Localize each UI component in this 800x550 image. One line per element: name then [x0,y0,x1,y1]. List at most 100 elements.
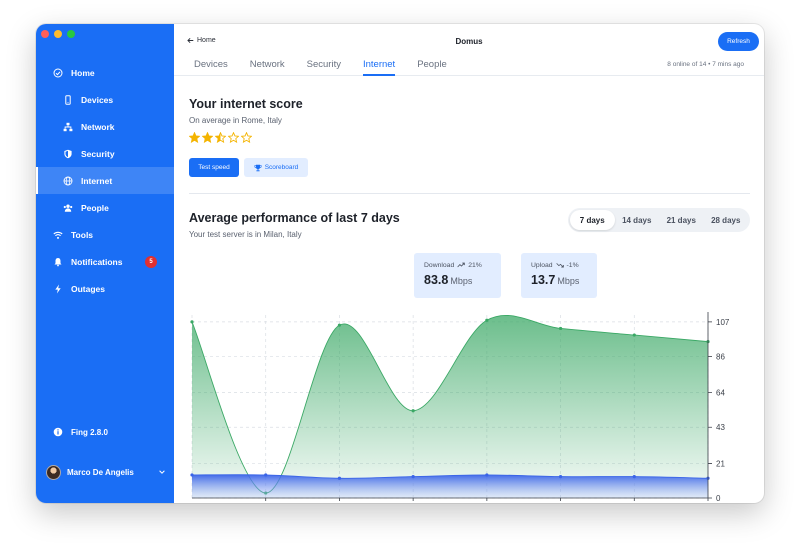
tab-internet[interactable]: Internet [362,59,396,76]
performance-title: Average performance of last 7 days [189,211,400,225]
upload-stat-card: Upload -1% 13.7 Mbps [521,253,597,298]
wifi-icon [52,229,64,241]
score-rating [189,132,252,143]
main-panel: Home Domus Refresh Devices Network Secur… [174,24,764,503]
y-tick-label: 64 [716,389,725,398]
sidebar-item-home[interactable]: Home [36,59,174,86]
range-28-days[interactable]: 28 days [711,215,741,225]
refresh-button[interactable]: Refresh [718,32,759,51]
performance-chart: 021436486107Jan 15Jan 16Jan 17Jan 18Jan … [190,312,730,503]
download-point [190,320,194,324]
sidebar-item-security[interactable]: Security [36,140,174,167]
test-speed-button[interactable]: Test speed [189,158,239,177]
upload-change: -1% [566,261,579,269]
y-tick-label: 107 [716,318,730,327]
upload-point [264,473,268,477]
star-filled-icon [202,132,213,143]
sidebar-item-label: Network [81,121,115,132]
lightning-icon [52,283,64,295]
sidebar-item-label: Security [81,148,115,159]
tab-devices[interactable]: Devices [194,59,228,70]
y-tick-label: 21 [716,459,725,468]
network-icon [62,121,74,133]
y-tick-label: 0 [716,494,721,503]
range-7-days[interactable]: 7 days [570,210,615,230]
tab-bar: Devices Network Security Internet People [194,59,469,76]
sidebar-item-outages[interactable]: Outages [36,275,174,302]
sidebar-item-label: Notifications [71,256,123,267]
tab-network[interactable]: Network [249,59,285,70]
network-status: 8 online of 14 • 7 mins ago [667,61,744,68]
upload-point [190,473,194,477]
range-14-days[interactable]: 14 days [622,215,652,225]
arrow-left-icon [187,37,194,44]
upload-value: 13.7 [531,273,556,287]
upload-area [192,474,708,498]
performance-server: Your test server is in Milan, Italy [189,230,302,239]
shield-icon [62,148,74,160]
minimize-window-button[interactable] [54,30,62,38]
download-point [558,326,563,331]
download-label: Download [424,261,455,269]
upload-unit: Mbps [557,276,580,286]
network-title: Domus [455,37,483,46]
download-unit: Mbps [450,276,473,286]
star-empty-icon [228,132,239,143]
notification-count-badge: 5 [145,255,157,268]
globe-icon [62,175,74,187]
app-version: Fing 2.8.0 [52,426,108,438]
download-point [485,318,489,322]
y-tick-label: 86 [716,352,725,361]
download-area [192,315,708,498]
upload-line [191,474,709,479]
avatar [46,464,61,480]
sidebar-item-label: Outages [71,283,106,294]
trend-down-icon [555,261,564,269]
range-21-days[interactable]: 21 days [666,215,696,225]
star-half-icon [215,132,226,143]
sidebar-item-people[interactable]: People [36,194,174,221]
home-icon [52,67,64,79]
chevron-down-icon [158,468,166,476]
sidebar-item-internet[interactable]: Internet [36,167,174,194]
info-icon [52,426,64,438]
score-title: Your internet score [189,97,303,111]
sidebar-item-devices[interactable]: Devices [36,86,174,113]
scoreboard-button[interactable]: Scoreboard [244,158,308,177]
upload-point [485,473,489,477]
download-stat-card: Download 21% 83.8 Mbps [414,253,501,298]
download-point [337,323,342,327]
trophy-icon [254,164,262,172]
scoreboard-label: Scoreboard [264,164,299,171]
user-menu[interactable]: Marco De Angelis [46,462,166,482]
sidebar-item-label: Internet [81,175,113,186]
people-icon [62,202,74,214]
back-button[interactable]: Home [187,37,216,44]
sidebar: Home Devices Network Security Internet P… [36,24,174,503]
back-label: Home [197,37,216,44]
close-window-button[interactable] [41,30,49,38]
sidebar-item-tools[interactable]: Tools [36,221,174,248]
sidebar-item-label: Devices [81,94,114,105]
sidebar-item-notifications[interactable]: Notifications 5 [36,248,174,275]
star-filled-icon [189,132,200,143]
app-window: Home Devices Network Security Internet P… [36,24,764,503]
version-label: Fing 2.8.0 [71,427,108,437]
download-point [411,409,415,413]
score-location: On average in Rome, Italy [189,116,282,125]
sidebar-item-label: Tools [71,229,94,240]
zoom-window-button[interactable] [67,30,75,38]
upload-point [411,475,415,479]
sidebar-item-network[interactable]: Network [36,113,174,140]
trend-up-icon [457,261,465,269]
upload-point [558,475,563,479]
star-empty-icon [241,132,252,143]
download-value: 83.8 [424,273,449,287]
section-divider [189,193,750,194]
download-change: 21% [468,261,482,269]
upload-point [337,476,342,480]
bell-icon [52,256,64,268]
tab-security[interactable]: Security [306,59,341,70]
tab-people[interactable]: People [417,59,447,70]
upload-label: Upload [531,261,553,269]
